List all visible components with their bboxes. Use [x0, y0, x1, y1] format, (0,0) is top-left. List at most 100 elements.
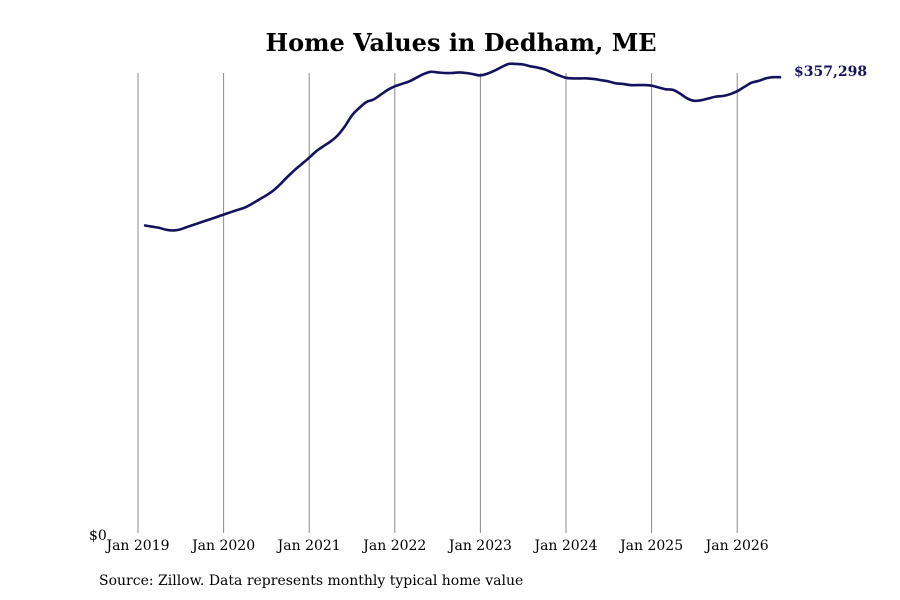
x-tick-label-0: Jan 2019: [104, 538, 169, 554]
data-point: [493, 69, 497, 73]
data-point: [628, 83, 632, 87]
data-point: [165, 228, 169, 232]
data-point: [457, 70, 461, 74]
data-point: [264, 193, 268, 197]
data-point: [443, 71, 447, 75]
data-points: [143, 62, 782, 233]
data-point: [364, 100, 368, 104]
data-point: [507, 62, 511, 66]
data-point: [215, 215, 219, 219]
chart-title: Home Values in Dedham, ME: [265, 28, 657, 57]
data-point: [528, 64, 532, 68]
data-point: [150, 225, 154, 229]
x-tick-label-2: Jan 2021: [276, 538, 341, 554]
x-axis-ticks: Jan 2019 Jan 2020 Jan 2021 Jan 2022 Jan 2023…: [104, 538, 768, 554]
data-point: [514, 62, 518, 66]
data-point: [600, 78, 604, 82]
data-point: [685, 96, 689, 100]
data-point: [521, 63, 525, 67]
source-note: Source: Zillow. Data represents monthly …: [99, 573, 524, 589]
data-point: [757, 79, 761, 83]
data-point: [614, 81, 618, 85]
data-point: [593, 77, 597, 81]
data-point: [543, 67, 547, 71]
data-point: [186, 225, 190, 229]
x-tick-label-6: Jan 2025: [618, 538, 683, 554]
data-point: [678, 92, 682, 96]
data-point: [578, 76, 582, 80]
data-point: [621, 82, 625, 86]
data-point: [728, 92, 732, 96]
x-tick-label-7: Jan 2026: [704, 538, 769, 554]
data-point: [536, 66, 540, 70]
data-point: [407, 80, 411, 84]
data-point: [721, 94, 725, 98]
data-point: [157, 226, 161, 230]
data-point: [557, 73, 561, 77]
data-point: [650, 84, 654, 88]
data-point: [778, 75, 782, 79]
y-axis-zero-label: $0: [89, 528, 107, 544]
data-point: [307, 156, 311, 160]
data-point: [664, 87, 668, 91]
x-tick-label-3: Jan 2022: [361, 538, 426, 554]
data-point: [429, 70, 433, 74]
data-point: [750, 81, 754, 85]
data-point: [671, 88, 675, 92]
gridlines: [137, 73, 738, 533]
data-point: [393, 84, 397, 88]
data-point: [329, 139, 333, 143]
data-point: [486, 72, 490, 76]
data-point: [357, 106, 361, 110]
data-point: [179, 227, 183, 231]
data-point: [764, 76, 768, 80]
data-point: [571, 76, 575, 80]
data-point: [300, 162, 304, 166]
data-point: [386, 88, 390, 92]
data-point: [200, 220, 204, 224]
data-point: [635, 83, 639, 87]
data-point: [771, 75, 775, 79]
data-point: [350, 113, 354, 117]
data-point: [236, 208, 240, 212]
data-point: [550, 70, 554, 74]
data-point: [379, 93, 383, 97]
x-tick-label-5: Jan 2024: [532, 538, 597, 554]
data-point: [207, 218, 211, 222]
data-point: [735, 89, 739, 93]
data-point: [400, 82, 404, 86]
data-point: [436, 70, 440, 74]
data-point: [371, 98, 375, 102]
data-point: [607, 80, 611, 84]
data-point: [643, 83, 647, 87]
data-point: [692, 99, 696, 103]
data-point: [564, 76, 568, 80]
series-line[interactable]: [143, 62, 782, 232]
data-point: [229, 210, 233, 214]
data-point: [322, 144, 326, 148]
data-point: [500, 65, 504, 69]
data-point: [243, 205, 247, 209]
data-point: [222, 213, 226, 217]
data-point: [286, 175, 290, 179]
data-point: [478, 73, 482, 77]
x-tick-label-1: Jan 2020: [190, 538, 255, 554]
end-value-label: $357,298: [794, 64, 867, 80]
data-point: [250, 202, 254, 206]
data-point: [657, 86, 661, 90]
data-point: [293, 168, 297, 172]
data-point: [314, 149, 318, 153]
x-tick-label-4: Jan 2023: [447, 538, 512, 554]
data-point: [421, 72, 425, 76]
data-point: [193, 222, 197, 226]
data-point: [585, 76, 589, 80]
data-point: [464, 71, 468, 75]
data-point: [279, 182, 283, 186]
data-point: [714, 95, 718, 99]
data-point: [172, 228, 176, 232]
data-point: [257, 198, 261, 202]
data-point: [343, 124, 347, 128]
data-point: [143, 224, 147, 228]
data-point: [707, 96, 711, 100]
